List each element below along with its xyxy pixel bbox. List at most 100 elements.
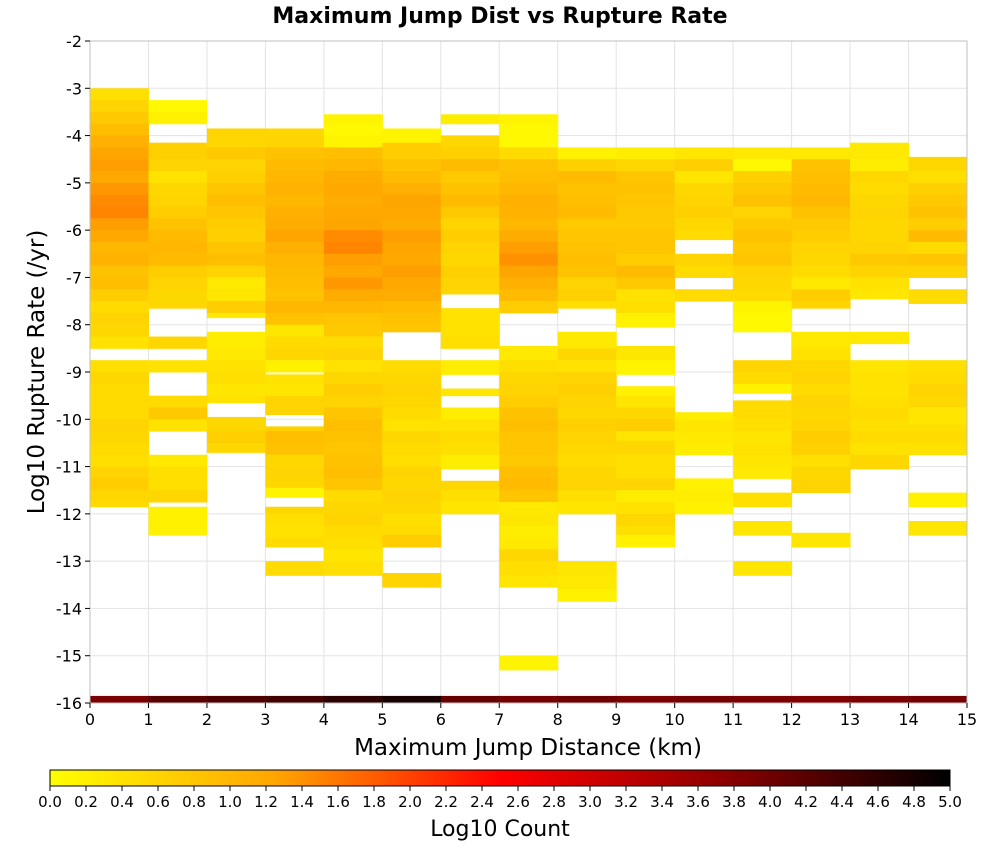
heatmap-cell xyxy=(499,575,559,588)
colorbar-tick-label: 2.0 xyxy=(398,793,422,811)
heatmap-cell xyxy=(674,431,734,444)
heatmap-cell xyxy=(206,265,266,278)
colorbar-tick-label: 2.4 xyxy=(470,793,494,811)
heatmap-cell xyxy=(616,218,676,231)
heatmap-cell xyxy=(382,372,442,385)
heatmap-cell xyxy=(499,171,559,184)
heatmap-cell xyxy=(908,424,968,432)
heatmap-cell xyxy=(440,182,500,196)
y-axis-label: Log10 Rupture Rate (/yr) xyxy=(24,230,50,515)
heatmap-cell xyxy=(90,301,149,314)
heatmap-cell xyxy=(850,431,910,444)
heatmap-cell xyxy=(206,383,266,397)
heatmap-cell xyxy=(206,277,266,290)
heatmap-cell xyxy=(323,114,383,125)
heatmap-cell xyxy=(206,159,266,172)
heatmap-cell xyxy=(908,265,968,278)
heatmap-cell xyxy=(733,147,793,160)
heatmap-cell xyxy=(850,442,910,456)
heatmap-cell xyxy=(674,171,734,184)
heatmap-cell xyxy=(382,407,442,420)
heatmap-cell xyxy=(557,289,617,302)
x-tick-label: 15 xyxy=(957,710,977,729)
heatmap-cell xyxy=(206,431,266,444)
heatmap-cell xyxy=(850,419,910,432)
heatmap-cell xyxy=(557,253,617,267)
heatmap-cell xyxy=(791,407,851,420)
heatmap-cell xyxy=(557,218,617,231)
heatmap-cell xyxy=(674,478,734,491)
heatmap-cell xyxy=(382,218,442,231)
heatmap-cell xyxy=(499,695,559,703)
heatmap-cell xyxy=(265,360,325,373)
heatmap-cell xyxy=(908,241,968,255)
heatmap-cell xyxy=(265,336,325,349)
y-tick-label: -3 xyxy=(66,79,82,98)
heatmap-cell xyxy=(440,218,500,231)
heatmap-cell xyxy=(791,442,851,456)
heatmap-cell xyxy=(90,241,149,255)
heatmap-cell xyxy=(323,537,383,550)
heatmap-cell xyxy=(791,454,851,468)
chart-title: Maximum Jump Dist vs Rupture Rate xyxy=(272,4,727,29)
heatmap-cell xyxy=(499,502,559,515)
heatmap-cell xyxy=(90,466,149,479)
heatmap-cell xyxy=(90,230,149,243)
heatmap-cell xyxy=(791,206,851,219)
heatmap-cell xyxy=(733,431,793,444)
heatmap-cell xyxy=(616,345,676,361)
heatmap-cell xyxy=(265,312,325,326)
heatmap-cell xyxy=(323,466,383,479)
heatmap-cell xyxy=(850,398,910,408)
heatmap-cell xyxy=(733,194,793,207)
heatmap-cell xyxy=(557,454,617,468)
heatmap-cell xyxy=(499,490,559,503)
heatmap-cell xyxy=(90,135,149,148)
heatmap-cell xyxy=(733,289,793,302)
colorbar-tick-label: 2.2 xyxy=(434,793,458,811)
heatmap-cell xyxy=(733,159,793,172)
heatmap-cell xyxy=(323,289,383,302)
colorbar-tick-label: 3.6 xyxy=(686,793,710,811)
heatmap-cell xyxy=(499,442,559,456)
heatmap-cell xyxy=(206,312,266,319)
heatmap-cell xyxy=(616,147,676,160)
x-tick-label: 8 xyxy=(553,710,563,729)
heatmap-cell xyxy=(791,194,851,207)
heatmap-cell xyxy=(674,265,734,278)
heatmap-cell xyxy=(148,277,208,290)
heatmap-cell xyxy=(908,695,968,703)
x-tick-label: 2 xyxy=(202,710,212,729)
heatmap-cell xyxy=(557,241,617,255)
heatmap-cell xyxy=(850,182,910,196)
heatmap-cell xyxy=(733,171,793,184)
heatmap-cell xyxy=(499,301,559,314)
heatmap-cell xyxy=(616,419,676,432)
heatmap-cell xyxy=(90,490,149,503)
heatmap-cell xyxy=(90,206,149,219)
heatmap-cell xyxy=(674,147,734,160)
y-axis-ticks: -2 -3 -4 -5 -6 -7 -8 -9 -10 -11 -12 -13 -14 -15 -16 xyxy=(56,32,90,713)
heatmap-cell xyxy=(791,395,851,408)
heatmap-cell xyxy=(616,182,676,196)
heatmap-cell xyxy=(90,88,149,101)
heatmap-cell xyxy=(499,655,559,671)
x-tick-label: 3 xyxy=(260,710,270,729)
heatmap-cell xyxy=(850,289,910,300)
heatmap-cell xyxy=(323,395,383,408)
heatmap-cell xyxy=(908,520,968,536)
heatmap-cell xyxy=(733,561,793,576)
heatmap-cell xyxy=(733,277,793,290)
heatmap-cell xyxy=(733,492,793,508)
colorbar-tick-label: 3.8 xyxy=(722,793,746,811)
heatmap-cell xyxy=(206,348,266,361)
heatmap-cell xyxy=(382,241,442,255)
heatmap-cell xyxy=(148,513,208,527)
heatmap-cell xyxy=(265,135,325,148)
heatmap-cell xyxy=(557,407,617,420)
heatmap-cell xyxy=(850,171,910,184)
heatmap-cell xyxy=(265,407,325,416)
x-tick-label: 1 xyxy=(143,710,153,729)
heatmap-cell xyxy=(323,324,383,338)
heatmap-cell xyxy=(382,277,442,290)
